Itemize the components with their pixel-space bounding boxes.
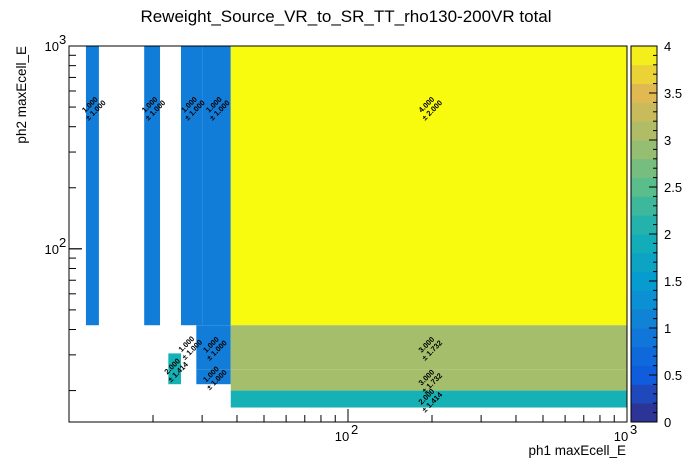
y-tick-label: 10	[45, 39, 59, 54]
colorbar-tick-label: 1	[664, 321, 671, 336]
colorbar-tick-label: 1.5	[664, 274, 682, 289]
chart-title: Reweight_Source_VR_to_SR_TT_rho130-200VR…	[140, 7, 551, 26]
colorbar-segment	[631, 252, 657, 272]
heatmap-cell	[230, 325, 627, 370]
colorbar-segment	[631, 158, 657, 178]
colorbar-segment	[631, 309, 657, 329]
colorbar-segment	[631, 177, 657, 197]
colorbar-segment	[631, 290, 657, 310]
heatmap-cell	[230, 369, 627, 391]
cell-label: 1.000± 1.000	[80, 95, 107, 122]
colorbar-segment	[631, 121, 657, 141]
heatmap-cell	[202, 46, 231, 326]
y-tick-label: 10	[45, 242, 59, 257]
colorbar-segment	[631, 46, 657, 66]
colorbar-tick-label: 2.5	[664, 180, 682, 195]
colorbar-tick-label: 0	[664, 415, 671, 430]
colorbar-segment	[631, 403, 657, 423]
heatmap-cell	[230, 390, 627, 408]
colorbar-segment	[631, 346, 657, 366]
colorbar-segment	[631, 328, 657, 348]
heatmap-cell	[168, 353, 181, 385]
x-tick-label: 10	[335, 429, 349, 444]
colorbar-tick-label: 2	[664, 227, 671, 242]
colorbar-tick-label: 4	[664, 39, 671, 54]
y-tick-exponent: 2	[59, 235, 66, 250]
x-axis-label: ph1 maxEcell_E	[528, 443, 626, 458]
colorbar-tick-label: 3.5	[664, 86, 682, 101]
heatmap-cells	[85, 46, 627, 408]
colorbar-segment	[631, 102, 657, 122]
y-axis-ticks	[69, 45, 82, 392]
colorbar	[630, 45, 658, 423]
heatmap-cell	[85, 46, 99, 326]
colorbar-tick-label: 3	[664, 133, 671, 148]
colorbar-segment	[631, 196, 657, 216]
y-tick-exponent: 3	[59, 32, 66, 47]
colorbar-segment	[631, 64, 657, 84]
heatmap-cell	[180, 46, 203, 326]
heatmap-cell	[196, 369, 231, 385]
colorbar-segment	[631, 140, 657, 160]
x-tick-label: 10	[614, 429, 628, 444]
colorbar-tick-label: 0.5	[664, 368, 682, 383]
x-axis-ticks	[68, 409, 628, 422]
colorbar-segment	[631, 365, 657, 385]
colorbar-segment	[631, 234, 657, 254]
heatmap-cell	[196, 325, 231, 370]
colorbar-segment	[631, 83, 657, 103]
x-axis-tick-labels: 10 2 10 3	[335, 422, 637, 444]
cell-label: 1.000± 1.000	[140, 95, 167, 122]
colorbar-tick-labels: 0 0.5 1 1.5 2 2.5 3 3.5 4	[649, 39, 682, 430]
colorbar-segment	[631, 384, 657, 404]
heatmap-cell	[144, 46, 161, 326]
colorbar-segment	[631, 271, 657, 291]
y-axis-label: ph2 maxEcell_E	[14, 46, 29, 144]
heatmap-cell	[230, 46, 627, 326]
x-tick-exponent: 3	[630, 422, 637, 437]
x-tick-exponent: 2	[351, 422, 358, 437]
colorbar-segment	[631, 215, 657, 235]
